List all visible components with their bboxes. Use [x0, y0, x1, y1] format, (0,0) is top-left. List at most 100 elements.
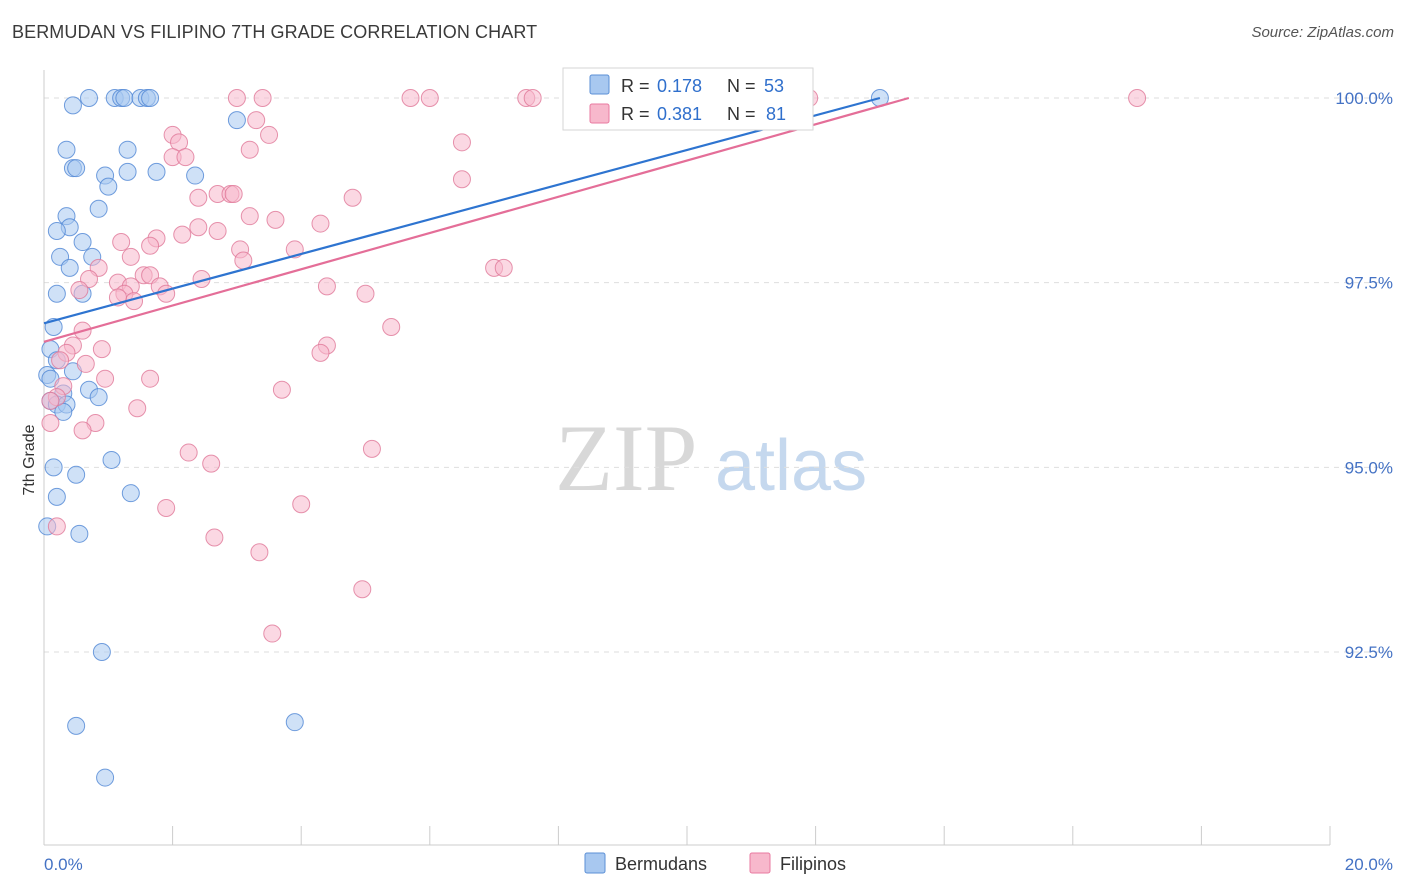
- data-point-filipino: [41, 391, 60, 410]
- y-tick-label: 95.0%: [1345, 458, 1393, 477]
- series-legend: Bermudans Filipinos: [584, 852, 846, 874]
- data-point-filipino: [234, 251, 253, 270]
- data-point-filipino: [47, 517, 66, 536]
- legend-n-label-2: N =: [727, 104, 756, 124]
- stats-legend: R = 0.178 N = 53 R = 0.381 N = 81: [562, 67, 814, 131]
- data-point-bermudan: [92, 643, 111, 661]
- legend-swatch-filipinos: [589, 103, 610, 124]
- data-point-filipino: [112, 233, 131, 252]
- data-point-filipino: [382, 317, 401, 336]
- y-tick-label: 100.0%: [1335, 89, 1393, 108]
- data-point-filipino: [311, 343, 330, 362]
- gridlines: [44, 97, 1392, 653]
- data-point-filipino: [202, 454, 221, 473]
- data-point-filipino: [253, 89, 272, 107]
- bottom-legend-label-filipinos: Filipinos: [780, 854, 846, 874]
- data-point-bermudan: [89, 199, 108, 218]
- data-point-filipino: [121, 247, 140, 266]
- legend-r-label-2: R =: [621, 104, 650, 124]
- y-tick-label: 92.5%: [1345, 643, 1393, 662]
- data-point-filipino: [250, 543, 269, 562]
- series-filipinos: [41, 89, 1147, 643]
- data-point-bermudan: [96, 768, 115, 787]
- data-point-bermudan: [80, 89, 99, 107]
- data-point-bermudan: [67, 159, 86, 178]
- data-point-filipino: [356, 284, 375, 303]
- bottom-legend-swatch-bermudans: [584, 852, 606, 874]
- data-point-filipino: [41, 414, 60, 433]
- data-point-bermudan: [47, 487, 66, 506]
- data-point-filipino: [311, 214, 330, 233]
- data-point-bermudan: [67, 716, 86, 735]
- data-point-bermudan: [118, 140, 137, 159]
- data-point-filipino: [240, 140, 259, 159]
- data-point-filipino: [179, 443, 198, 462]
- x-tick-label-max: 20.0%: [1345, 855, 1393, 874]
- data-point-filipino: [157, 498, 176, 517]
- data-point-filipino: [317, 277, 336, 296]
- data-point-bermudan: [47, 284, 66, 303]
- data-point-filipino: [452, 133, 471, 152]
- data-point-filipino: [51, 351, 70, 370]
- data-point-bermudan: [115, 89, 134, 107]
- data-point-filipino: [260, 125, 279, 144]
- x-axis-ticks: [43, 826, 1331, 845]
- data-point-bermudan: [118, 162, 137, 181]
- data-point-bermudan: [67, 465, 86, 484]
- data-point-bermudan: [44, 458, 63, 477]
- legend-r-value-2: 0.381: [657, 104, 702, 124]
- bottom-legend-label-bermudans: Bermudans: [615, 854, 707, 874]
- data-point-filipino: [272, 380, 291, 399]
- data-point-filipino: [189, 218, 208, 237]
- y-axis-label: 7th Grade: [21, 424, 38, 495]
- source-label: Source: ZipAtlas.com: [1251, 24, 1394, 41]
- data-point-bermudan: [227, 111, 246, 130]
- data-point-filipino: [227, 89, 246, 107]
- watermark-zip: ZIP: [555, 405, 698, 511]
- data-point-filipino: [523, 89, 542, 107]
- legend-n-label-1: N =: [727, 76, 756, 96]
- trend-lines: [43, 96, 910, 343]
- watermark-atlas: atlas: [715, 426, 867, 506]
- data-point-bermudan: [57, 140, 76, 159]
- trend-line-bermudans: [43, 96, 881, 325]
- data-point-filipino: [176, 148, 195, 167]
- data-point-filipino: [240, 207, 259, 226]
- legend-n-value-2: 81: [766, 104, 786, 124]
- legend-n-value-1: 53: [764, 76, 784, 96]
- data-point-bermudan: [102, 450, 121, 469]
- data-point-filipino: [76, 354, 95, 373]
- data-point-bermudan: [147, 162, 166, 181]
- data-point-bermudan: [285, 713, 304, 732]
- y-tick-labels: 100.0% 97.5% 95.0% 92.5%: [1335, 89, 1393, 662]
- data-point-filipino: [362, 439, 381, 458]
- data-point-bermudan: [60, 258, 79, 277]
- data-point-filipino: [247, 111, 266, 130]
- legend-swatch-bermudans: [589, 74, 610, 95]
- data-point-bermudan: [63, 96, 82, 115]
- data-point-bermudan: [99, 177, 118, 196]
- trend-line-filipinos: [43, 96, 910, 343]
- data-point-filipino: [141, 369, 160, 388]
- data-point-filipino: [189, 188, 208, 207]
- data-point-bermudan: [186, 166, 205, 185]
- data-point-bermudan: [121, 484, 140, 503]
- data-point-bermudan: [73, 233, 92, 252]
- data-point-filipino: [92, 340, 111, 359]
- data-point-filipino: [70, 281, 89, 300]
- data-point-filipino: [73, 421, 92, 440]
- data-point-filipino: [420, 89, 439, 107]
- data-point-filipino: [401, 89, 420, 107]
- legend-r-label-1: R =: [621, 76, 650, 96]
- data-point-bermudan: [70, 524, 89, 543]
- data-point-filipino: [353, 580, 372, 599]
- data-point-filipino: [224, 185, 243, 204]
- bottom-legend-swatch-filipinos: [749, 852, 771, 874]
- data-point-filipino: [494, 258, 513, 277]
- data-point-filipino: [452, 170, 471, 189]
- data-point-filipino: [141, 236, 160, 255]
- chart-title: BERMUDAN VS FILIPINO 7TH GRADE CORRELATI…: [12, 22, 538, 42]
- data-point-filipino: [292, 495, 311, 514]
